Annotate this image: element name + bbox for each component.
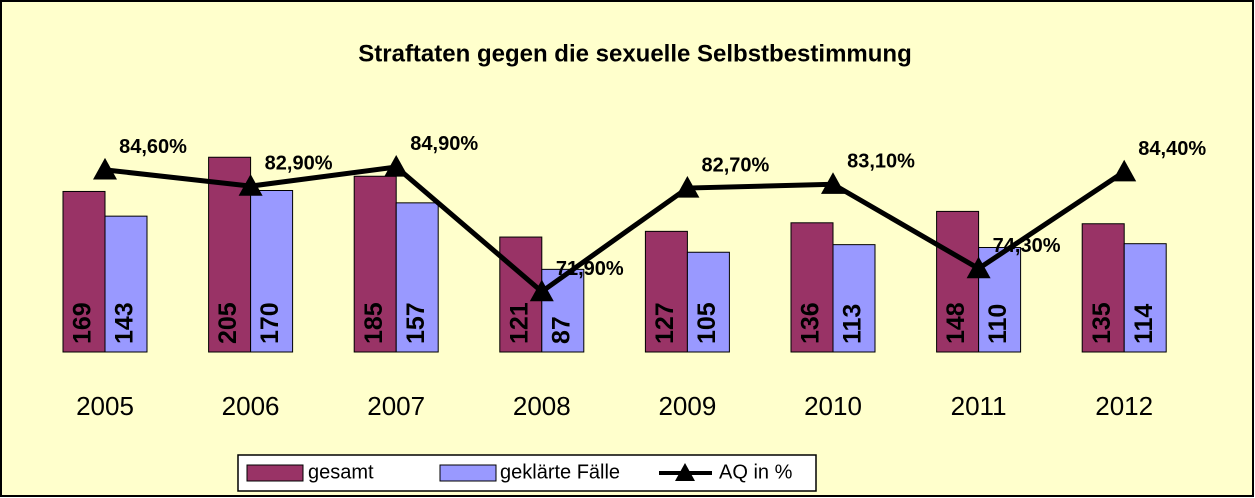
- bar: [1123, 243, 1167, 353]
- bar-value-label: 114: [1130, 304, 1158, 344]
- line-marker: [966, 256, 991, 279]
- bar: [832, 244, 876, 353]
- bar-value-label: 170: [256, 302, 284, 344]
- bar: [395, 202, 439, 353]
- line-marker: [238, 174, 263, 196]
- line: [104, 164, 1126, 295]
- line-marker: [821, 172, 845, 194]
- bar-value-label: 143: [111, 302, 139, 344]
- bar-value-label: 185: [360, 302, 388, 344]
- x-tick-label: 2006: [222, 391, 280, 421]
- bar: [686, 251, 730, 353]
- legend-swatch: [246, 464, 304, 482]
- line-value-label: 84,60%: [119, 136, 187, 158]
- bar-value-label: 105: [693, 302, 721, 344]
- line-marker: [675, 176, 700, 198]
- line-marker: [529, 279, 554, 302]
- bar: [1081, 223, 1125, 353]
- line-value-label: 74,30%: [993, 235, 1061, 257]
- line-value-label: 84,40%: [1138, 138, 1206, 160]
- bar: [936, 210, 980, 353]
- bar: [104, 215, 148, 353]
- x-tick-label: 2005: [76, 391, 134, 421]
- bar-value-label: 205: [214, 302, 242, 344]
- bar: [62, 190, 106, 353]
- line-marker: [1112, 159, 1137, 182]
- legend-swatch: [439, 464, 497, 482]
- line-value-label: 82,90%: [265, 152, 333, 174]
- x-tick-label: 2012: [1095, 391, 1153, 421]
- x-tick-label: 2009: [658, 391, 716, 421]
- bar: [790, 222, 834, 353]
- bar: [250, 190, 294, 353]
- bar-value-label: 157: [402, 302, 430, 344]
- bar-value-label: 136: [797, 302, 825, 344]
- line-marker: [93, 157, 117, 180]
- line-value-label: 71,90%: [556, 258, 624, 280]
- bar: [353, 175, 397, 353]
- chart-title: Straftaten gegen die sexuelle Selbstbest…: [358, 40, 911, 67]
- bar-value-label: 121: [505, 302, 533, 344]
- bar-value-label: 135: [1088, 302, 1116, 344]
- legend-marker: [675, 463, 695, 481]
- legend-label: AQ in %: [719, 461, 793, 483]
- legend-box: [237, 454, 817, 492]
- x-tick-label: 2010: [804, 391, 862, 421]
- line-marker: [384, 154, 409, 177]
- bar-value-label: 113: [839, 304, 867, 344]
- line-value-label: 84,90%: [410, 133, 478, 155]
- bar: [644, 230, 688, 353]
- legend-label: gesamt: [308, 461, 374, 483]
- bar-value-label: 169: [69, 302, 97, 344]
- bar-value-label: 87: [547, 316, 575, 344]
- x-tick-label: 2011: [951, 391, 1007, 421]
- x-tick-label: 2007: [367, 391, 425, 421]
- x-tick-label: 2008: [513, 391, 571, 421]
- bar: [541, 268, 585, 353]
- bar-value-label: 110: [984, 304, 1012, 344]
- line-value-label: 83,10%: [847, 151, 915, 173]
- line-value-label: 82,70%: [701, 154, 769, 176]
- bar-value-label: 127: [651, 302, 679, 344]
- bar-value-label: 148: [942, 302, 970, 344]
- legend-label: geklärte Fälle: [500, 461, 620, 483]
